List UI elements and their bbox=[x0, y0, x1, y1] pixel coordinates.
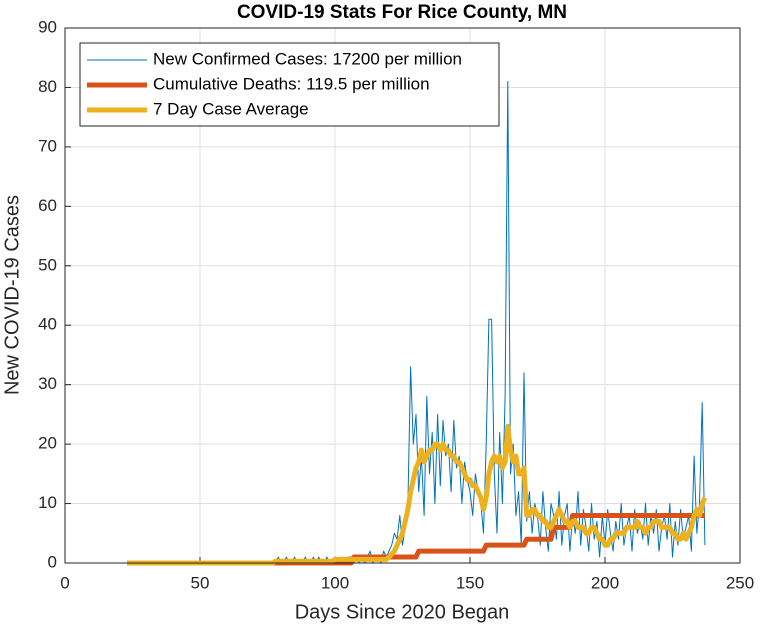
y-tick-label: 0 bbox=[48, 552, 57, 571]
y-tick-label: 50 bbox=[38, 255, 57, 274]
y-tick-label: 80 bbox=[38, 77, 57, 96]
legend-label: 7 Day Case Average bbox=[153, 99, 309, 118]
y-tick-label: 20 bbox=[38, 434, 57, 453]
x-tick-label: 50 bbox=[191, 573, 210, 592]
x-tick-label: 200 bbox=[591, 573, 619, 592]
x-tick-label: 250 bbox=[726, 573, 754, 592]
chart-title: COVID-19 Stats For Rice County, MN bbox=[237, 2, 567, 23]
y-tick-label: 70 bbox=[38, 136, 57, 155]
y-tick-label: 40 bbox=[38, 315, 57, 334]
y-tick-label: 30 bbox=[38, 374, 57, 393]
legend-label: Cumulative Deaths: 119.5 per million bbox=[153, 74, 430, 93]
y-tick-label: 90 bbox=[38, 17, 57, 36]
axes-box bbox=[64, 27, 741, 564]
y-axis-label: New COVID-19 Cases bbox=[1, 195, 23, 395]
legend-label: New Confirmed Cases: 17200 per million bbox=[153, 49, 462, 68]
x-tick-label: 0 bbox=[60, 573, 69, 592]
legend-box bbox=[79, 42, 500, 127]
x-tick-label: 100 bbox=[321, 573, 349, 592]
y-tick-label: 10 bbox=[38, 493, 57, 512]
x-axis-label: Days Since 2020 Began bbox=[295, 601, 510, 623]
x-tick-label: 150 bbox=[456, 573, 484, 592]
y-tick-label: 60 bbox=[38, 196, 57, 215]
